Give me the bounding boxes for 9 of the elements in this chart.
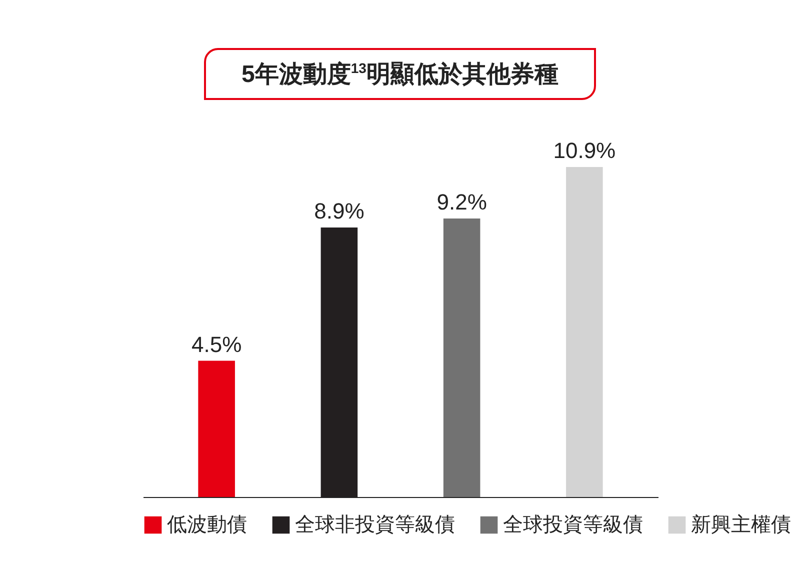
chart-title: 5年波動度$^{13}$明顯低於其他券種 [204,48,596,100]
data-label: 9.2% [436,189,487,214]
data-label: 4.5% [191,332,242,357]
legend-label: 低波動債 [167,514,247,536]
legend-label: 全球非投資等級債 [295,514,455,536]
legend-label: 全球投資等級債 [503,514,643,536]
legend-label: 新興主權債 [691,513,791,536]
data-label: 10.9% [553,138,616,163]
data-label: 8.9% [314,198,364,224]
